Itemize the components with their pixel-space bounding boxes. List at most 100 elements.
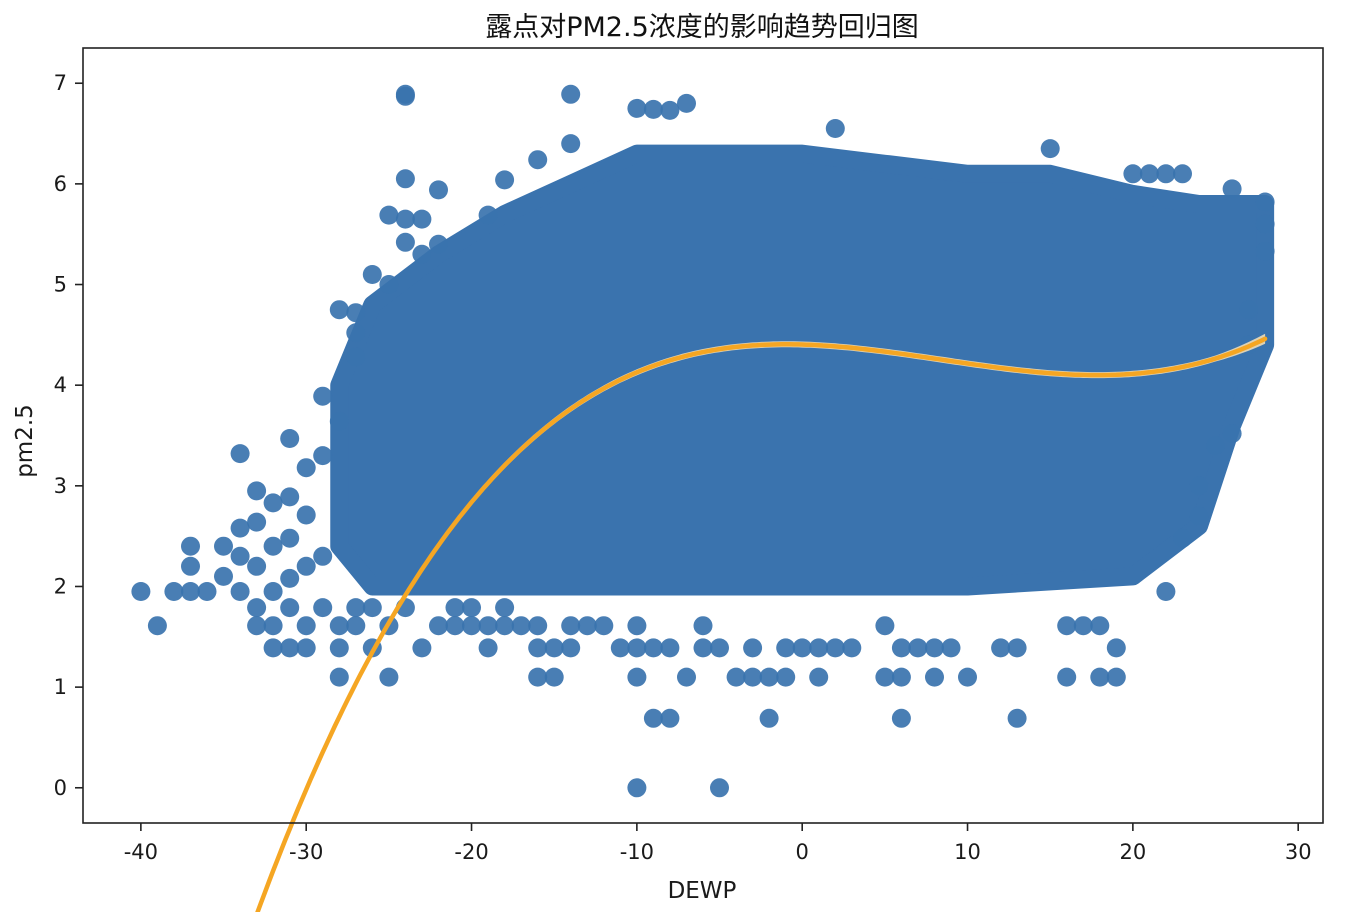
scatter-point bbox=[1090, 616, 1110, 636]
scatter-point bbox=[478, 616, 498, 636]
scatter-point bbox=[296, 505, 316, 525]
scatter-point bbox=[875, 616, 895, 636]
scatter-point bbox=[313, 598, 333, 618]
scatter-point bbox=[395, 169, 415, 189]
scatter-point bbox=[925, 667, 944, 687]
scatter-point bbox=[1007, 638, 1027, 658]
scatter-point bbox=[462, 616, 481, 636]
x-tick-label: 0 bbox=[796, 840, 809, 864]
chart-title: 露点对PM2.5浓度的影响趋势回归图 bbox=[485, 12, 919, 43]
scatter-point bbox=[511, 616, 531, 636]
scatter-point bbox=[776, 638, 796, 658]
scatter-point bbox=[329, 300, 349, 320]
scatter-point bbox=[379, 667, 399, 687]
scatter-point bbox=[346, 303, 366, 323]
scatter-point bbox=[230, 518, 250, 538]
scatter-point bbox=[643, 708, 663, 728]
scatter-point bbox=[1106, 667, 1126, 687]
scatter-point bbox=[809, 667, 829, 687]
scatter-point bbox=[677, 667, 696, 687]
y-axis-title: pm2.5 bbox=[12, 404, 38, 478]
scatter-point bbox=[1040, 139, 1060, 159]
scatter-point bbox=[362, 598, 382, 618]
scatter-point bbox=[1222, 424, 1242, 443]
scatter-point bbox=[329, 411, 349, 431]
scatter-point bbox=[1206, 436, 1225, 456]
scatter-point bbox=[495, 598, 515, 618]
scatter-point bbox=[247, 616, 267, 636]
scatter-point bbox=[181, 536, 200, 556]
x-tick-label: 30 bbox=[1285, 840, 1312, 864]
scatter-point bbox=[908, 638, 928, 658]
y-tick-label: 4 bbox=[54, 373, 67, 397]
scatter-point bbox=[660, 708, 680, 728]
axes: -40 -30 -20 -10 0 10 20 30 0 1 2 3 4 5 6 7 bbox=[54, 47, 1324, 864]
scatter-point bbox=[296, 458, 316, 478]
scatter-point bbox=[792, 638, 812, 658]
scatter-point bbox=[544, 638, 564, 658]
scatter-point bbox=[395, 84, 415, 104]
scatter-point bbox=[891, 638, 911, 658]
x-tick-label: -40 bbox=[124, 840, 158, 864]
y-tick-label: 7 bbox=[54, 71, 67, 95]
scatter-point bbox=[181, 556, 200, 576]
x-axis-title: DEWP bbox=[668, 878, 737, 904]
scatter-point bbox=[230, 444, 250, 464]
scatter-point bbox=[280, 487, 300, 507]
scatter-point bbox=[1173, 164, 1192, 184]
scatter-point bbox=[329, 667, 349, 687]
scatter-point bbox=[263, 536, 283, 556]
scatter-point bbox=[1156, 164, 1176, 184]
scatter-point bbox=[776, 667, 796, 687]
scatter-point bbox=[677, 93, 696, 113]
scatter-point bbox=[743, 667, 763, 687]
y-tick-label: 0 bbox=[54, 776, 67, 800]
scatter-point bbox=[825, 638, 845, 658]
scatter-point bbox=[891, 667, 911, 687]
scatter-point bbox=[1239, 300, 1259, 320]
scatter-point bbox=[329, 638, 349, 658]
scatter-point bbox=[445, 616, 465, 636]
scatter-point bbox=[528, 638, 548, 658]
scatter-point bbox=[561, 638, 581, 658]
scatter-point bbox=[941, 638, 961, 658]
scatter-point bbox=[991, 638, 1011, 658]
scatter-point bbox=[710, 638, 729, 658]
scatter-point bbox=[247, 512, 267, 532]
plot-area bbox=[131, 84, 1275, 912]
scatter-point bbox=[462, 598, 481, 618]
scatter-point bbox=[726, 667, 746, 687]
scatter-point bbox=[660, 100, 680, 120]
regression-line bbox=[255, 336, 1268, 912]
scatter-point bbox=[131, 582, 151, 601]
scatter-point bbox=[875, 667, 895, 687]
scatter-point bbox=[346, 616, 366, 636]
scatter-point bbox=[478, 205, 498, 225]
scatter-point bbox=[429, 616, 448, 636]
scatter-point bbox=[247, 598, 267, 618]
scatter-point bbox=[1173, 528, 1192, 548]
scatter-point bbox=[610, 638, 630, 658]
scatter-point bbox=[627, 778, 647, 798]
scatter-point bbox=[230, 582, 250, 601]
scatter-point bbox=[958, 667, 977, 687]
scatter-point bbox=[1255, 192, 1275, 212]
scatter-point bbox=[346, 598, 366, 618]
scatter-point bbox=[627, 98, 647, 118]
scatter-point bbox=[743, 638, 763, 658]
x-tick-label: 10 bbox=[954, 840, 981, 864]
scatter-point bbox=[313, 446, 333, 466]
scatter-point bbox=[280, 638, 300, 658]
scatter-point bbox=[379, 275, 399, 294]
scatter-point bbox=[247, 556, 267, 576]
scatter-point bbox=[296, 556, 316, 576]
dense-point-cloud bbox=[330, 144, 1275, 596]
scatter-point bbox=[1222, 179, 1242, 199]
scatter-point bbox=[660, 638, 680, 658]
scatter-point bbox=[1007, 708, 1027, 728]
scatter-point bbox=[395, 232, 415, 252]
scatter-point bbox=[214, 536, 233, 556]
scatter-point bbox=[528, 616, 548, 636]
scatter-point bbox=[164, 582, 184, 601]
